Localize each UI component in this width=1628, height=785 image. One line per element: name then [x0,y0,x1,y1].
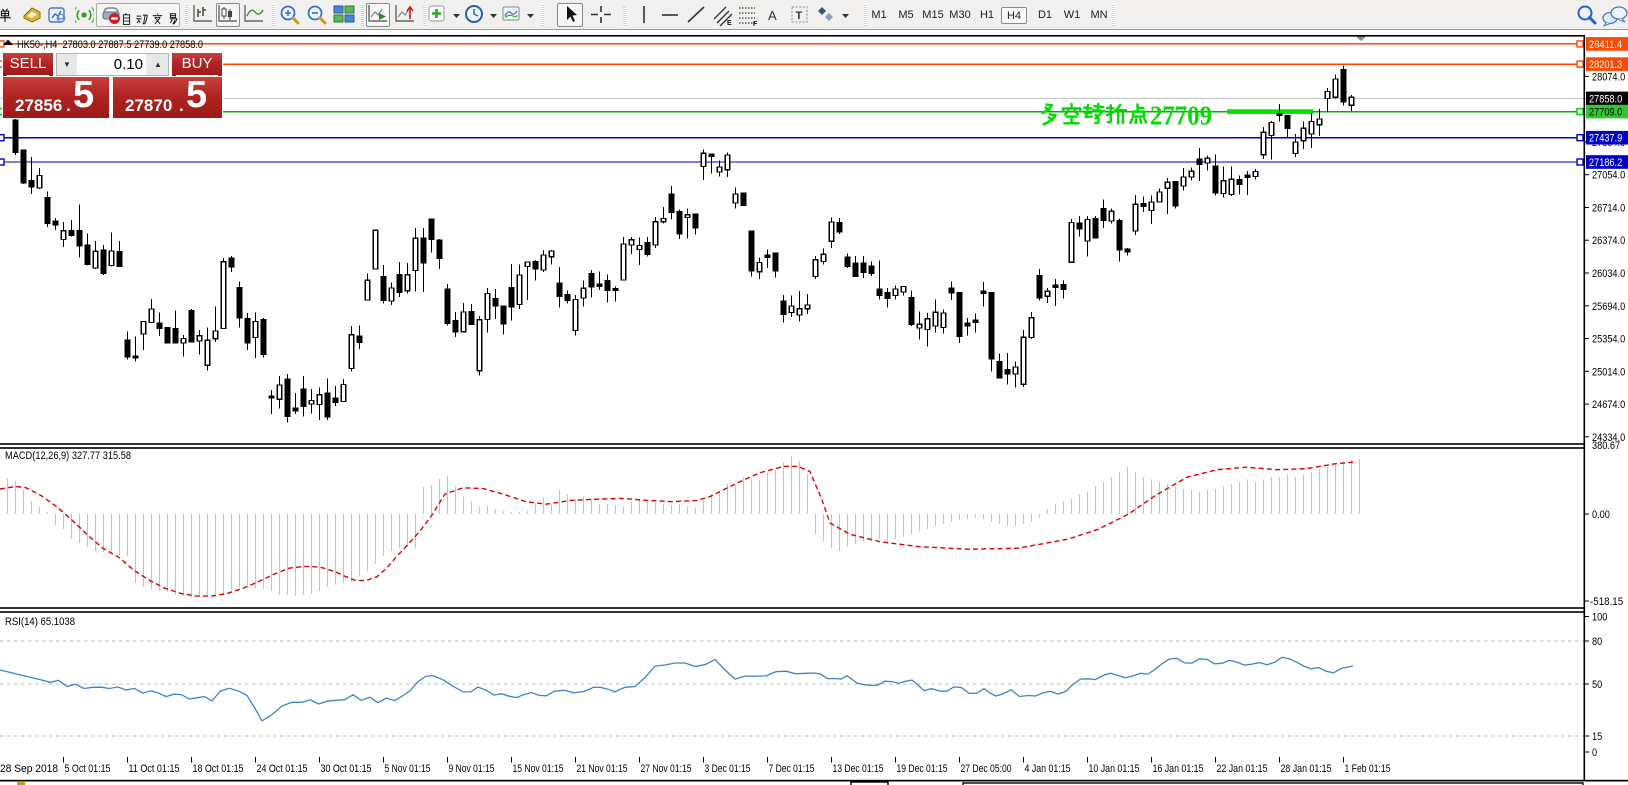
svg-text:28 Jan 01:15: 28 Jan 01:15 [1281,763,1332,775]
svg-text:-518.15: -518.15 [1590,596,1623,608]
svg-text:F: F [753,21,758,27]
svg-text:28074.0: 28074.0 [1592,71,1625,83]
svg-text:26714.0: 26714.0 [1592,203,1625,215]
svg-text:MACD(12,26,9) 327.77 315.58: MACD(12,26,9) 327.77 315.58 [5,450,131,462]
svg-text:T: T [796,10,803,22]
svg-text:28 Sep 2018: 28 Sep 2018 [0,763,58,775]
svg-text:25354.0: 25354.0 [1592,334,1625,346]
svg-text:50: 50 [1592,679,1602,691]
svg-text:25014.0: 25014.0 [1592,366,1625,378]
svg-text:22 Jan 01:15: 22 Jan 01:15 [1217,763,1268,775]
svg-text:27709.0: 27709.0 [1589,107,1622,119]
svg-text:13 Dec 01:15: 13 Dec 01:15 [833,763,884,775]
svg-text:1 Feb 01:15: 1 Feb 01:15 [1345,763,1391,775]
svg-text:27858.0: 27858.0 [1589,93,1622,105]
svg-text:16 Jan 01:15: 16 Jan 01:15 [1153,763,1204,775]
svg-text:24674.0: 24674.0 [1592,399,1625,411]
svg-text:0: 0 [1592,747,1597,759]
svg-text:28411.4: 28411.4 [1589,39,1622,51]
svg-text:30 Oct 01:15: 30 Oct 01:15 [321,763,372,775]
svg-text:3 Dec 01:15: 3 Dec 01:15 [705,763,751,775]
svg-text:7 Dec 01:15: 7 Dec 01:15 [769,763,815,775]
svg-text:15: 15 [1592,731,1602,743]
svg-text:26374.0: 26374.0 [1592,235,1625,247]
svg-text:27709: 27709 [1150,101,1212,131]
svg-text:18 Oct 01:15: 18 Oct 01:15 [193,763,244,775]
svg-text:380.67: 380.67 [1592,440,1620,452]
svg-text:28201.3: 28201.3 [1589,59,1622,71]
svg-text:21 Nov 01:15: 21 Nov 01:15 [577,763,628,775]
svg-text:24334.0: 24334.0 [1592,432,1625,444]
svg-text:24 Oct 01:15: 24 Oct 01:15 [257,763,308,775]
svg-text:19 Dec 01:15: 19 Dec 01:15 [897,763,948,775]
svg-text:80: 80 [1592,636,1602,648]
svg-text:27 Dec 05:00: 27 Dec 05:00 [961,763,1012,775]
svg-text:4 Jan 01:15: 4 Jan 01:15 [1025,763,1071,775]
svg-text:10 Jan 01:15: 10 Jan 01:15 [1089,763,1140,775]
svg-text:E: E [727,20,732,27]
svg-text:15 Nov 01:15: 15 Nov 01:15 [513,763,564,775]
svg-text:25694.0: 25694.0 [1592,301,1625,313]
svg-text:RSI(14) 65.1038: RSI(14) 65.1038 [5,616,75,628]
svg-text:27054.0: 27054.0 [1592,170,1625,182]
svg-text:100: 100 [1592,612,1607,624]
svg-text:0.00: 0.00 [1592,509,1610,521]
svg-text:26034.0: 26034.0 [1592,268,1625,280]
svg-text:5 Oct 01:15: 5 Oct 01:15 [65,763,111,775]
svg-text:27 Nov 01:15: 27 Nov 01:15 [641,763,692,775]
svg-text:5 Nov 01:15: 5 Nov 01:15 [385,763,431,775]
svg-text:HK50-,H4 27803.0 27887.5 2773: HK50-,H4 27803.0 27887.5 27739.0 27858.0 [17,39,203,51]
svg-text:27186.2: 27186.2 [1589,157,1622,169]
svg-text:27437.9: 27437.9 [1589,133,1622,145]
svg-text:A: A [768,8,777,23]
svg-text:9 Nov 01:15: 9 Nov 01:15 [449,763,495,775]
svg-text:11 Oct 01:15: 11 Oct 01:15 [129,763,180,775]
